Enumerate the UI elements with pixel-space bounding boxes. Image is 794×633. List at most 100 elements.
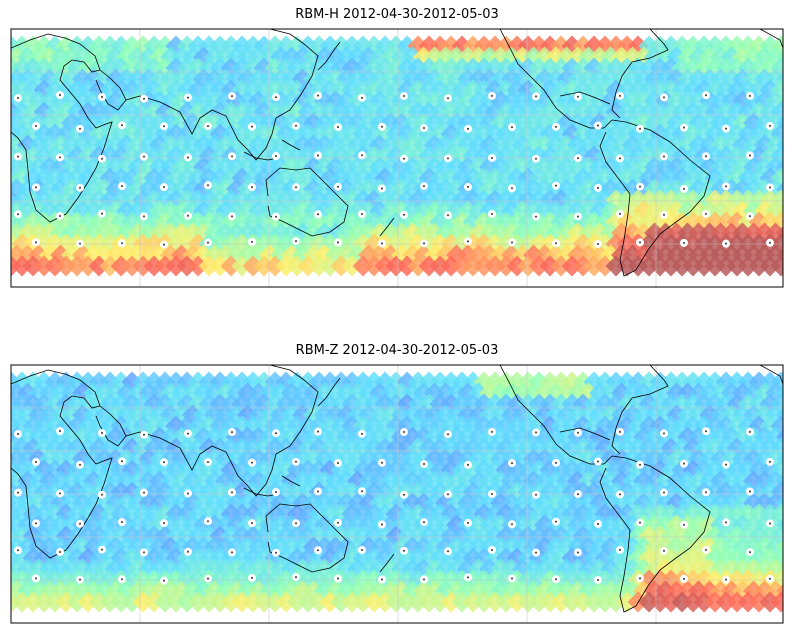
rbm-z-cell — [231, 393, 253, 415]
rbm-h-cell — [286, 167, 308, 189]
station-dot — [207, 125, 209, 128]
rbm-h-cell — [281, 222, 302, 244]
rbm-z-cell — [55, 591, 77, 613]
station-dot — [163, 522, 165, 525]
station-dot — [35, 125, 37, 128]
rbm-h-cell — [187, 79, 209, 101]
station-dot — [163, 579, 165, 582]
rbm-h-cell — [330, 123, 352, 145]
station-dot — [423, 242, 425, 245]
rbm-h-cell — [330, 211, 352, 233]
rbm-h-cell — [561, 255, 583, 277]
rbm-h-cell — [468, 200, 489, 222]
rbm-h-cell — [363, 145, 385, 167]
rbm-h-cell — [407, 123, 429, 145]
station-dot — [663, 96, 665, 99]
rbm-h-cell — [220, 211, 242, 233]
rbm-h-cell — [308, 123, 330, 145]
rbm-z-cell — [198, 591, 220, 613]
station-dot — [577, 157, 579, 160]
station-dot — [231, 431, 233, 434]
station-dot — [187, 432, 189, 435]
rbm-h-cell — [253, 145, 275, 167]
rbm-h-cell — [297, 145, 319, 167]
rbm-h-cell — [215, 112, 236, 134]
rbm-h-cell — [121, 255, 143, 277]
rbm-h-cell — [347, 112, 368, 134]
coastline — [265, 503, 349, 573]
rbm-h-cell — [94, 178, 115, 200]
rbm-h-cell — [105, 156, 126, 178]
rbm-h-cell — [297, 123, 319, 145]
rbm-h-cell — [61, 134, 82, 156]
rbm-z-cell — [154, 591, 176, 613]
rbm-z-cell — [154, 437, 176, 459]
rbm-h-cell — [330, 255, 352, 277]
station-dot — [491, 492, 493, 495]
rbm-z-cell — [220, 591, 242, 613]
rbm-z-cell — [374, 591, 396, 613]
rbm-h-cell — [418, 145, 440, 167]
station-dot — [381, 523, 383, 526]
rbm-h-cell — [435, 112, 456, 134]
station-dot — [17, 213, 19, 216]
rbm-h-cell — [127, 90, 148, 112]
rbm-z-cell — [787, 493, 794, 514]
station-dot — [577, 493, 579, 496]
rbm-h-cell — [297, 255, 319, 277]
rbm-h-cell — [209, 167, 231, 189]
rbm-h-cell — [468, 222, 489, 244]
station-dot — [337, 462, 339, 465]
rbm-h-cell — [253, 211, 275, 233]
rbm-h-cell — [336, 222, 357, 244]
rbm-h-cell — [33, 145, 55, 167]
station-dot — [361, 96, 363, 99]
station-dot — [251, 186, 253, 189]
rbm-z-cell — [215, 404, 236, 426]
rbm-h-cell — [215, 134, 236, 156]
station-dot — [251, 240, 253, 243]
rbm-h-cell — [11, 189, 33, 211]
rbm-h-cell — [231, 145, 253, 167]
rbm-h-cell — [226, 178, 247, 200]
rbm-h-cell — [83, 156, 104, 178]
station-dot — [577, 551, 579, 554]
station-dot — [361, 432, 363, 435]
rbm-h-cell — [17, 112, 38, 134]
rbm-h-cell — [176, 189, 198, 211]
rbm-h-cell — [352, 189, 374, 211]
rbm-h-cell — [297, 211, 319, 233]
rbm-h-cell — [154, 35, 176, 57]
rbm-h-cell — [215, 46, 236, 68]
rbm-z-cell — [182, 382, 203, 404]
station-dot — [639, 577, 641, 580]
rbm-z-cell — [583, 591, 605, 613]
rbm-h-cell — [490, 222, 511, 244]
rbm-h-cell — [314, 112, 335, 134]
rbm-h-cell — [286, 145, 308, 167]
coastline — [759, 29, 783, 49]
station-dot — [79, 186, 81, 189]
rbm-z-cell — [506, 591, 528, 613]
rbm-z-cell — [187, 481, 209, 503]
station-dot — [705, 491, 707, 494]
rbm-h-cell — [198, 255, 220, 277]
station-dot — [101, 432, 103, 435]
rbm-h-cell — [204, 156, 225, 178]
rbm-h-cell — [231, 35, 253, 57]
rbm-h-cell — [50, 200, 71, 222]
rbm-z-cell — [715, 591, 737, 613]
panel-title-rbm-h: RBM-H 2012-04-30-2012-05-03 — [295, 7, 499, 22]
rbm-h-cell — [61, 200, 82, 222]
rbm-h-cell — [446, 222, 467, 244]
rbm-h-cell — [127, 134, 148, 156]
station-dot — [705, 430, 707, 433]
rbm-z-cell — [231, 591, 253, 613]
rbm-z-cell — [704, 591, 726, 613]
rbm-h-cell — [429, 255, 451, 277]
station-dot — [725, 127, 727, 130]
rbm-z-cell — [99, 591, 121, 613]
rbm-z-cell — [605, 591, 627, 613]
rbm-h-cell — [193, 222, 214, 244]
